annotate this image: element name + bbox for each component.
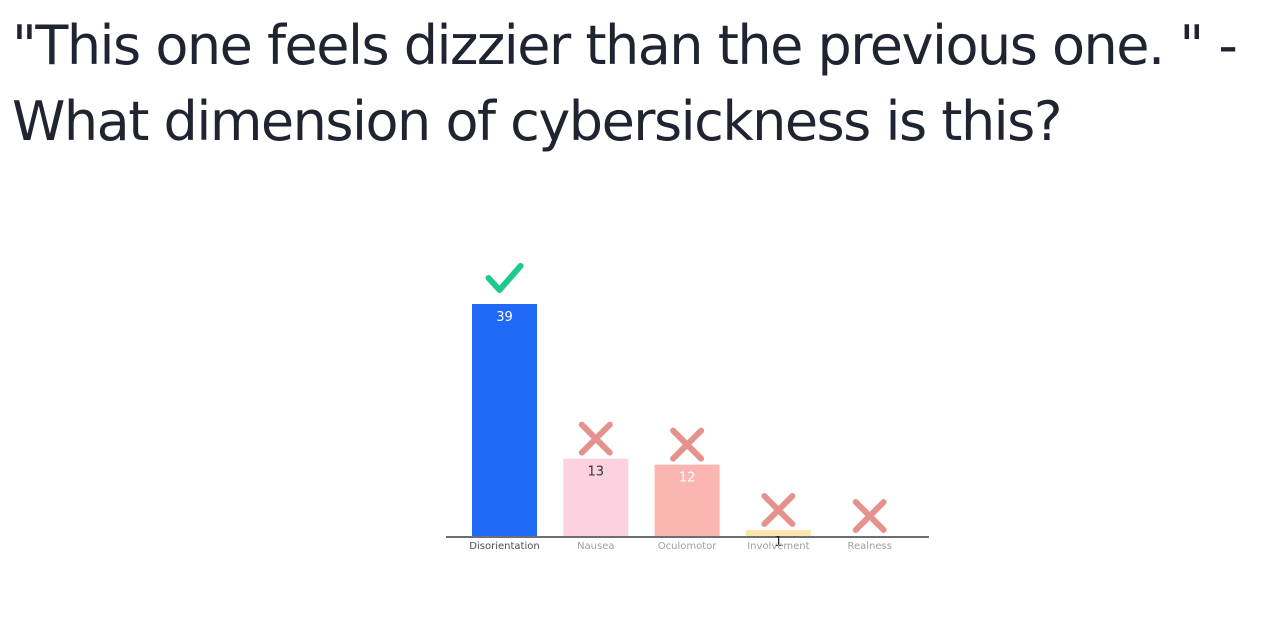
value-label-oculomotor: 12: [679, 471, 696, 486]
category-label-nausea: Nausea: [577, 541, 614, 552]
value-label-nausea: 13: [588, 465, 605, 480]
incorrect-x-icon: [670, 427, 705, 462]
incorrect-x-icon: [578, 421, 613, 456]
incorrect-x-icon: [761, 493, 796, 528]
value-label-involvement: 1: [774, 535, 782, 550]
question-title: "This one feels dizzier than the previou…: [12, 14, 1238, 153]
bar-nausea: [563, 458, 629, 536]
correct-check-icon: [485, 263, 524, 293]
incorrect-x-icon: [852, 499, 887, 533]
value-label-disorientation: 39: [496, 310, 513, 325]
marks-layer: [485, 263, 887, 533]
bar-oculomotor: [654, 464, 720, 536]
bar-involvement: [745, 530, 811, 536]
bars-layer: [472, 304, 811, 536]
category-label-involvement: Involvement: [747, 541, 809, 552]
bar-disorientation: [472, 304, 537, 536]
category-label-oculomotor: Oculomotor: [658, 541, 718, 552]
category-label-realness: Realness: [847, 541, 891, 552]
category-label-disorientation: Disorientation: [469, 541, 539, 552]
labels-layer: 39 Disorientation 13 Nausea 12 Oculomotor 1Inv…: [469, 310, 892, 552]
